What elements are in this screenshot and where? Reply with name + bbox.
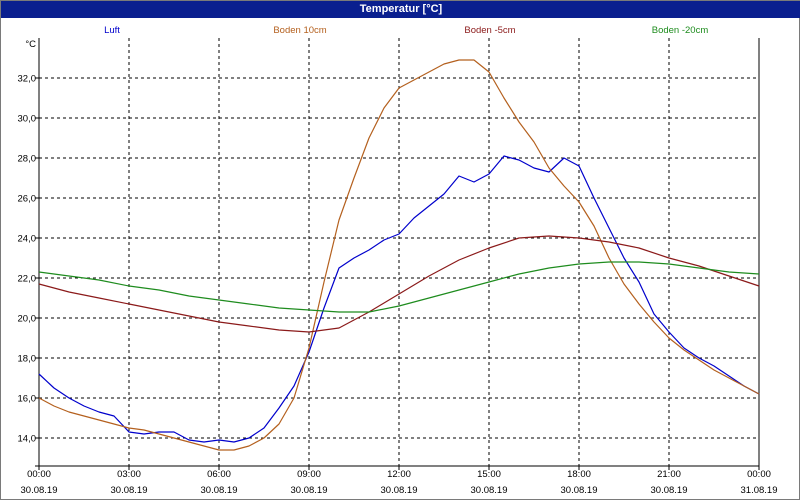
x-tick-time-label: 09:00 (297, 469, 321, 480)
y-tick-label: 32,0 (18, 74, 37, 85)
series-line-boden-minus-20cm (38, 261, 760, 313)
x-tick-date-label: 30.08.19 (651, 485, 688, 496)
legend-boden-minus-20cm: Boden -20cm (652, 25, 709, 36)
x-tick-date-label: 30.08.19 (21, 485, 58, 496)
legend-luft: Luft (104, 25, 120, 36)
y-tick-label: 22,0 (18, 274, 37, 285)
x-tick-date-label: 30.08.19 (471, 485, 508, 496)
y-axis-unit-label: °C (25, 39, 36, 50)
legend-boden-minus-5cm: Boden -5cm (464, 25, 515, 36)
series-line-luft (38, 155, 760, 443)
series-line-boden-10cm (38, 59, 760, 451)
y-tick-label: 20,0 (18, 314, 37, 325)
x-tick-date-label: 30.08.19 (201, 485, 238, 496)
x-tick-date-label: 30.08.19 (381, 485, 418, 496)
x-tick-time-label: 21:00 (657, 469, 681, 480)
window-title: Temperatur [°C] (1, 1, 800, 18)
legend-boden-10cm: Boden 10cm (273, 25, 326, 36)
series-line-boden-minus-5cm (38, 235, 760, 333)
x-tick-date-label: 30.08.19 (561, 485, 598, 496)
y-tick-label: 26,0 (18, 194, 37, 205)
y-tick-label: 18,0 (18, 354, 37, 365)
y-tick-label: 24,0 (18, 234, 37, 245)
x-tick-time-label: 18:00 (567, 469, 591, 480)
x-tick-time-label: 06:00 (207, 469, 231, 480)
y-tick-label: 28,0 (18, 154, 37, 165)
x-tick-date-label: 31.08.19 (741, 485, 778, 496)
x-tick-time-label: 00:00 (747, 469, 771, 480)
y-tick-label: 14,0 (18, 434, 37, 445)
x-tick-time-label: 00:00 (27, 469, 51, 480)
x-tick-time-label: 12:00 (387, 469, 411, 480)
x-tick-time-label: 15:00 (477, 469, 501, 480)
x-tick-date-label: 30.08.19 (291, 485, 328, 496)
x-tick-date-label: 30.08.19 (111, 485, 148, 496)
y-tick-label: 16,0 (18, 394, 37, 405)
y-tick-label: 30,0 (18, 114, 37, 125)
x-tick-time-label: 03:00 (117, 469, 141, 480)
